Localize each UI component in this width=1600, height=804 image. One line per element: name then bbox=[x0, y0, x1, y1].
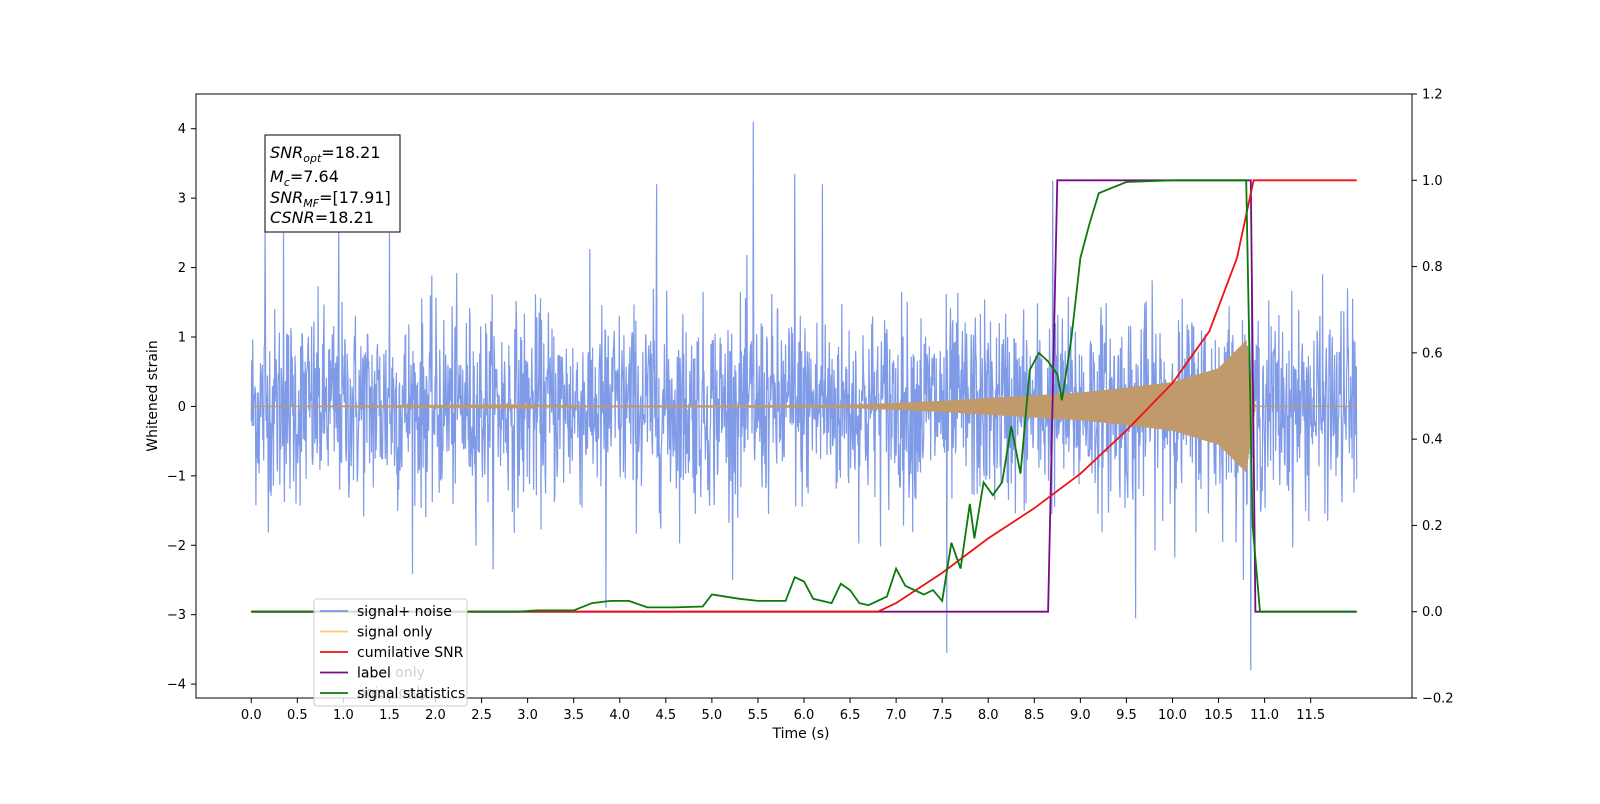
series-layer bbox=[250, 121, 1358, 671]
x-tick-label: 8.5 bbox=[1024, 708, 1045, 723]
x-tick-label: 7.5 bbox=[932, 708, 953, 723]
legend-entry-label: signal+ noise bbox=[357, 604, 452, 620]
x-tick-label: 10.0 bbox=[1158, 708, 1187, 723]
y-left-tick-label: −1 bbox=[167, 469, 186, 484]
x-tick-label: 3.5 bbox=[563, 708, 584, 723]
y-axis-label: Whitened strain bbox=[145, 340, 161, 451]
annotation-frame bbox=[264, 134, 401, 233]
x-tick-label: 1.5 bbox=[379, 708, 400, 723]
annotation-snr-mf: SNRMF=[17.91] bbox=[270, 188, 391, 210]
x-tick-label: 2.5 bbox=[471, 708, 492, 723]
y-left-tick-label: 1 bbox=[178, 330, 186, 345]
x-tick-label: 9.5 bbox=[1116, 708, 1137, 723]
legend-entry-label: label bbox=[357, 666, 391, 682]
annotation-mc: Mc=7.64 bbox=[270, 167, 339, 189]
x-tick-label: 5.0 bbox=[702, 708, 723, 723]
x-tick-label: 1.0 bbox=[333, 708, 354, 723]
y-right-tick-label: 0.8 bbox=[1422, 260, 1443, 275]
y-left-tick-label: 2 bbox=[178, 261, 186, 276]
y-left-tick-label: −2 bbox=[167, 539, 186, 554]
y-left-tick-label: 4 bbox=[178, 122, 186, 137]
x-axis-ticks: 0.0 0.5 1.0 1.5 2.0 2.5 3.0 3.5 4.0 4.5 5.0 5.5 6.0 6… bbox=[241, 698, 1325, 723]
legend: label only noise only signal+ noisesigna… bbox=[313, 598, 468, 707]
x-tick-label: 11.0 bbox=[1250, 708, 1279, 723]
x-tick-label: 6.5 bbox=[840, 708, 861, 723]
annotation-box: SNRopt=18.21 Mc=7.64 SNRMF=[17.91] CSNR=… bbox=[264, 134, 401, 233]
y-left-tick-label: −3 bbox=[167, 608, 186, 623]
x-tick-label: 0.0 bbox=[241, 708, 262, 723]
x-tick-label: 9.0 bbox=[1070, 708, 1091, 723]
x-tick-label: 7.0 bbox=[886, 708, 907, 723]
y-right-tick-label: 1.0 bbox=[1422, 174, 1443, 189]
legend-entry-label: cumilative SNR bbox=[357, 645, 464, 661]
x-tick-label: 4.5 bbox=[655, 708, 676, 723]
x-tick-label: 0.5 bbox=[287, 708, 308, 723]
legend-hidden-label-only: label only bbox=[357, 665, 425, 681]
legend-entry-label: signal only bbox=[357, 625, 432, 641]
x-tick-label: 3.0 bbox=[517, 708, 538, 723]
series-cumulative-snr-line bbox=[251, 179, 1357, 613]
y-axis-left-ticks: −4 −3 −2 −1 0 1 2 3 4 bbox=[167, 122, 196, 693]
x-tick-label: 6.0 bbox=[794, 708, 815, 723]
x-tick-label: 4.0 bbox=[609, 708, 630, 723]
y-right-tick-label: 0.0 bbox=[1422, 605, 1443, 620]
y-left-tick-label: 0 bbox=[178, 400, 186, 415]
y-right-tick-label: 1.2 bbox=[1422, 88, 1443, 103]
series-signal-noise-line bbox=[250, 121, 1358, 671]
legend-entry-label: signal statistics bbox=[357, 686, 465, 702]
x-tick-label: 11.5 bbox=[1296, 708, 1325, 723]
x-axis-label: Time (s) bbox=[772, 726, 830, 742]
annotation-csnr: CSNR=18.21 bbox=[270, 208, 374, 227]
y-right-tick-label: 0.4 bbox=[1422, 433, 1443, 448]
x-tick-label: 8.0 bbox=[978, 708, 999, 723]
y-right-tick-label: −0.2 bbox=[1422, 692, 1454, 707]
legend-hidden-noise-only: noise only bbox=[357, 685, 428, 701]
y-left-tick-label: −4 bbox=[167, 678, 186, 693]
x-tick-label: 10.5 bbox=[1204, 708, 1233, 723]
annotation-snr-opt: SNRopt=18.21 bbox=[270, 143, 381, 165]
y-right-tick-label: 0.2 bbox=[1422, 519, 1443, 534]
y-right-tick-label: 0.6 bbox=[1422, 346, 1443, 361]
series-signal-statistics-line bbox=[251, 179, 1357, 613]
legend-frame bbox=[313, 598, 468, 707]
x-tick-label: 5.5 bbox=[748, 708, 769, 723]
y-axis-right-ticks: −0.2 0.0 0.2 0.4 0.6 0.8 1.0 1.2 bbox=[1412, 88, 1454, 707]
x-tick-label: 2.0 bbox=[425, 708, 446, 723]
y-left-tick-label: 3 bbox=[178, 192, 186, 207]
legend-items: signal+ noise signal only cumilative SNR la… bbox=[320, 604, 465, 702]
